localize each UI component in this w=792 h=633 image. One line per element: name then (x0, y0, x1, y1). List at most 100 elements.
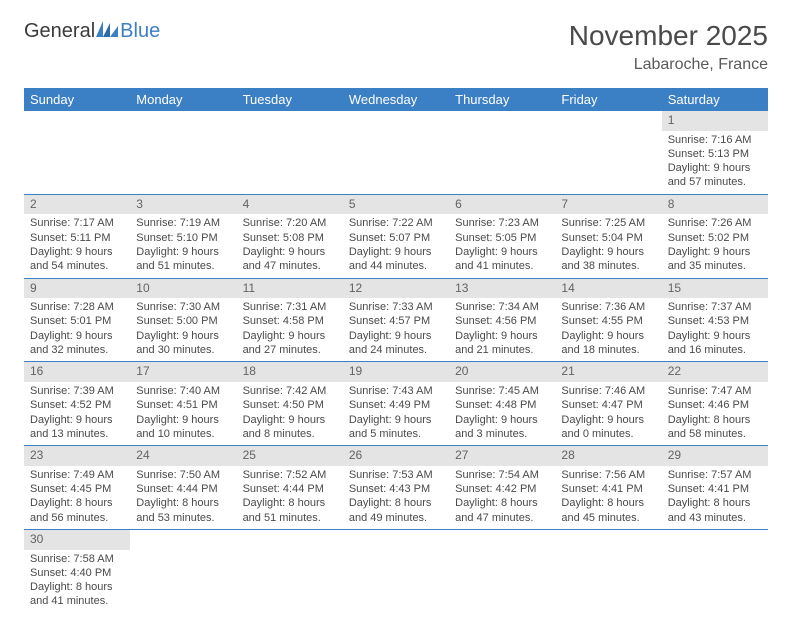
day-number: 14 (555, 279, 661, 299)
calendar-cell: 24Sunrise: 7:50 AMSunset: 4:44 PMDayligh… (130, 446, 236, 530)
day-body: Sunrise: 7:26 AMSunset: 5:02 PMDaylight:… (662, 214, 768, 277)
daylight-text: Daylight: 8 hours and 47 minutes. (455, 496, 549, 525)
calendar-cell: . (343, 111, 449, 194)
day-number: 19 (343, 362, 449, 382)
day-number: 11 (237, 279, 343, 299)
day-header: Wednesday (343, 88, 449, 111)
sunset-text: Sunset: 4:55 PM (561, 314, 655, 328)
calendar-cell: 18Sunrise: 7:42 AMSunset: 4:50 PMDayligh… (237, 362, 343, 446)
calendar-cell: 14Sunrise: 7:36 AMSunset: 4:55 PMDayligh… (555, 278, 661, 362)
calendar-cell: 28Sunrise: 7:56 AMSunset: 4:41 PMDayligh… (555, 446, 661, 530)
calendar-cell: 16Sunrise: 7:39 AMSunset: 4:52 PMDayligh… (24, 362, 130, 446)
day-number: 23 (24, 446, 130, 466)
day-number: 29 (662, 446, 768, 466)
day-number: 5 (343, 195, 449, 215)
calendar-cell: 20Sunrise: 7:45 AMSunset: 4:48 PMDayligh… (449, 362, 555, 446)
sunrise-text: Sunrise: 7:43 AM (349, 384, 443, 398)
day-number: 16 (24, 362, 130, 382)
logo: General Blue (24, 20, 160, 43)
day-number: 9 (24, 279, 130, 299)
day-body: Sunrise: 7:20 AMSunset: 5:08 PMDaylight:… (237, 214, 343, 277)
day-number: 13 (449, 279, 555, 299)
sunrise-text: Sunrise: 7:42 AM (243, 384, 337, 398)
daylight-text: Daylight: 9 hours and 47 minutes. (243, 245, 337, 274)
sunrise-text: Sunrise: 7:17 AM (30, 216, 124, 230)
day-body: Sunrise: 7:31 AMSunset: 4:58 PMDaylight:… (237, 298, 343, 361)
calendar-cell: 29Sunrise: 7:57 AMSunset: 4:41 PMDayligh… (662, 446, 768, 530)
daylight-text: Daylight: 9 hours and 41 minutes. (455, 245, 549, 274)
day-number: 4 (237, 195, 343, 215)
sunrise-text: Sunrise: 7:30 AM (136, 300, 230, 314)
calendar-cell: 12Sunrise: 7:33 AMSunset: 4:57 PMDayligh… (343, 278, 449, 362)
sunset-text: Sunset: 4:50 PM (243, 398, 337, 412)
day-body: Sunrise: 7:23 AMSunset: 5:05 PMDaylight:… (449, 214, 555, 277)
day-body: Sunrise: 7:30 AMSunset: 5:00 PMDaylight:… (130, 298, 236, 361)
calendar-cell: 13Sunrise: 7:34 AMSunset: 4:56 PMDayligh… (449, 278, 555, 362)
day-body: Sunrise: 7:17 AMSunset: 5:11 PMDaylight:… (24, 214, 130, 277)
day-number: 27 (449, 446, 555, 466)
day-number: 26 (343, 446, 449, 466)
daylight-text: Daylight: 9 hours and 57 minutes. (668, 161, 762, 190)
calendar-row: 9Sunrise: 7:28 AMSunset: 5:01 PMDaylight… (24, 278, 768, 362)
sunrise-text: Sunrise: 7:46 AM (561, 384, 655, 398)
calendar-cell: 1 Sunrise: 7:16 AMSunset: 5:13 PMDaylight… (662, 111, 768, 194)
sunset-text: Sunset: 5:00 PM (136, 314, 230, 328)
calendar-cell: . (237, 111, 343, 194)
day-body: Sunrise: 7:42 AMSunset: 4:50 PMDaylight:… (237, 382, 343, 445)
day-body: Sunrise: 7:47 AMSunset: 4:46 PMDaylight:… (662, 382, 768, 445)
daylight-text: Daylight: 9 hours and 21 minutes. (455, 329, 549, 358)
logo-text-1: General (24, 20, 95, 43)
sunrise-text: Sunrise: 7:52 AM (243, 468, 337, 482)
calendar-cell: 23Sunrise: 7:49 AMSunset: 4:45 PMDayligh… (24, 446, 130, 530)
title-block: November 2025 Labaroche, France (569, 20, 768, 74)
sunrise-text: Sunrise: 7:22 AM (349, 216, 443, 230)
daylight-text: Daylight: 9 hours and 44 minutes. (349, 245, 443, 274)
day-body: Sunrise: 7:46 AMSunset: 4:47 PMDaylight:… (555, 382, 661, 445)
day-body: Sunrise: 7:53 AMSunset: 4:43 PMDaylight:… (343, 466, 449, 529)
daylight-text: Daylight: 8 hours and 45 minutes. (561, 496, 655, 525)
sunset-text: Sunset: 4:41 PM (668, 482, 762, 496)
day-body: Sunrise: 7:57 AMSunset: 4:41 PMDaylight:… (662, 466, 768, 529)
daylight-text: Daylight: 8 hours and 53 minutes. (136, 496, 230, 525)
sunset-text: Sunset: 5:02 PM (668, 231, 762, 245)
calendar-table: Sunday Monday Tuesday Wednesday Thursday… (24, 88, 768, 613)
sunset-text: Sunset: 5:13 PM (668, 147, 762, 161)
day-number: 21 (555, 362, 661, 382)
day-number: 10 (130, 279, 236, 299)
day-body: Sunrise: 7:56 AMSunset: 4:41 PMDaylight:… (555, 466, 661, 529)
calendar-cell: 10Sunrise: 7:30 AMSunset: 5:00 PMDayligh… (130, 278, 236, 362)
sunrise-text: Sunrise: 7:58 AM (30, 552, 124, 566)
sunrise-text: Sunrise: 7:28 AM (30, 300, 124, 314)
calendar-cell: 17Sunrise: 7:40 AMSunset: 4:51 PMDayligh… (130, 362, 236, 446)
sunset-text: Sunset: 4:53 PM (668, 314, 762, 328)
daylight-text: Daylight: 9 hours and 16 minutes. (668, 329, 762, 358)
sunrise-text: Sunrise: 7:31 AM (243, 300, 337, 314)
sunrise-text: Sunrise: 7:57 AM (668, 468, 762, 482)
day-body: Sunrise: 7:36 AMSunset: 4:55 PMDaylight:… (555, 298, 661, 361)
daylight-text: Daylight: 9 hours and 27 minutes. (243, 329, 337, 358)
day-body: Sunrise: 7:19 AMSunset: 5:10 PMDaylight:… (130, 214, 236, 277)
day-number: 18 (237, 362, 343, 382)
day-number: 1 (662, 111, 768, 131)
logo-text-2: Blue (120, 20, 160, 43)
daylight-text: Daylight: 8 hours and 51 minutes. (243, 496, 337, 525)
calendar-cell: 2Sunrise: 7:17 AMSunset: 5:11 PMDaylight… (24, 194, 130, 278)
day-body: Sunrise: 7:45 AMSunset: 4:48 PMDaylight:… (449, 382, 555, 445)
day-number: 28 (555, 446, 661, 466)
sunset-text: Sunset: 4:42 PM (455, 482, 549, 496)
day-body: Sunrise: 7:40 AMSunset: 4:51 PMDaylight:… (130, 382, 236, 445)
sunrise-text: Sunrise: 7:37 AM (668, 300, 762, 314)
day-body: Sunrise: 7:43 AMSunset: 4:49 PMDaylight:… (343, 382, 449, 445)
sunrise-text: Sunrise: 7:56 AM (561, 468, 655, 482)
sunrise-text: Sunrise: 7:16 AM (668, 133, 762, 147)
day-header: Saturday (662, 88, 768, 111)
calendar-cell: 25Sunrise: 7:52 AMSunset: 4:44 PMDayligh… (237, 446, 343, 530)
calendar-cell: 9Sunrise: 7:28 AMSunset: 5:01 PMDaylight… (24, 278, 130, 362)
daylight-text: Daylight: 8 hours and 49 minutes. (349, 496, 443, 525)
daylight-text: Daylight: 9 hours and 0 minutes. (561, 413, 655, 442)
sunrise-text: Sunrise: 7:50 AM (136, 468, 230, 482)
sunrise-text: Sunrise: 7:53 AM (349, 468, 443, 482)
day-number: 17 (130, 362, 236, 382)
calendar-cell: 19Sunrise: 7:43 AMSunset: 4:49 PMDayligh… (343, 362, 449, 446)
day-number: 15 (662, 279, 768, 299)
